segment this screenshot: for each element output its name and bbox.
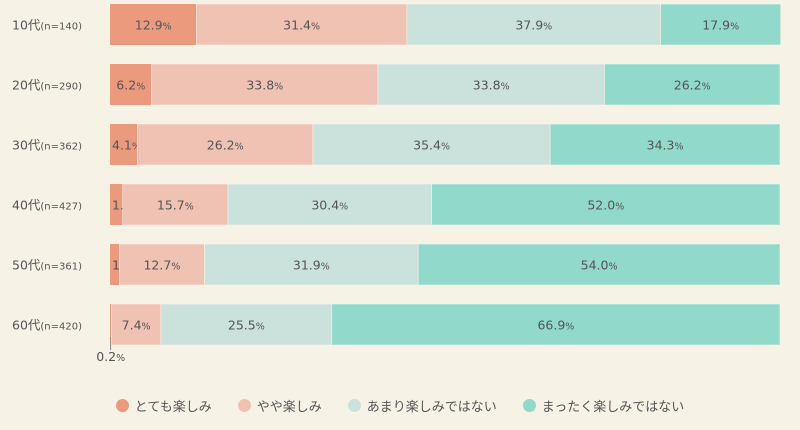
- data-label: 52.0%: [587, 198, 624, 213]
- bar-segment: [110, 64, 152, 105]
- legend-label: とても楽しみ: [134, 399, 212, 415]
- data-label: 4.1%: [112, 138, 141, 153]
- bar-segment: [227, 183, 432, 226]
- data-label: 35.4%: [413, 138, 450, 153]
- legend-swatch: [115, 398, 129, 412]
- legend-item: まったく楽しみではない: [522, 396, 685, 415]
- bar-segment: [431, 183, 781, 226]
- bar-segment: [110, 184, 123, 225]
- bar-segment: [660, 3, 781, 46]
- category-label: 60代(n=420): [12, 318, 82, 333]
- bar-segment: [406, 3, 662, 46]
- data-label: 25.5%: [228, 318, 265, 333]
- legend-label: まったく楽しみではない: [541, 399, 685, 415]
- category-label: 20代(n=290): [12, 78, 82, 93]
- category-label: 10代(n=140): [12, 18, 82, 33]
- stacked-bar-chart: 10代(n=140) 12.9% 31.4% 37.9% 17.9% 20代(n=290)…: [12, 3, 781, 364]
- bar-segment: [111, 303, 162, 346]
- data-label: 0.2%: [96, 349, 125, 364]
- bar-segment: [331, 303, 781, 346]
- data-label: 37.9%: [515, 18, 552, 33]
- legend-item: とても楽しみ: [115, 396, 212, 415]
- legend-item: あまり楽しみではない: [347, 396, 497, 415]
- legend-label: やや楽しみ: [256, 399, 322, 415]
- legend: とても楽しみ やや楽しみ あまり楽しみではない まったく楽しみではない: [0, 390, 800, 420]
- bar-segment: [122, 183, 229, 226]
- category-label: 30代(n=362): [12, 138, 82, 153]
- data-label: 12.7%: [143, 258, 180, 273]
- data-label: 66.9%: [537, 318, 574, 333]
- bar-segment: [549, 123, 781, 166]
- data-label: 6.2%: [116, 78, 145, 93]
- bar-segment: [151, 63, 379, 106]
- data-label: 26.2%: [207, 138, 244, 153]
- data-label: 30.4%: [311, 198, 348, 213]
- legend-swatch: [347, 398, 361, 412]
- bar-segment: [110, 124, 138, 165]
- data-label: 34.3%: [647, 138, 684, 153]
- bar-segment: [204, 243, 419, 286]
- bar-segment: [110, 4, 197, 45]
- data-label: 15.7%: [157, 198, 194, 213]
- data-label: 31.9%: [293, 258, 330, 273]
- legend-item: やや楽しみ: [237, 396, 322, 415]
- category-label: 40代(n=427): [12, 198, 82, 213]
- bar-segment: [110, 304, 112, 345]
- bar-segment: [160, 303, 333, 346]
- bar-segment: [417, 243, 781, 286]
- data-label: 17.9%: [702, 18, 739, 33]
- chart-container: 10代(n=140) 12.9% 31.4% 37.9% 17.9% 20代(n=290)…: [12, 3, 781, 364]
- bar-segment: [137, 123, 314, 166]
- data-label: 33.8%: [246, 78, 283, 93]
- bar-segment: [110, 244, 120, 285]
- category-label: 50代(n=361): [12, 258, 82, 273]
- bar-segment: [196, 3, 408, 46]
- data-label: 26.2%: [674, 78, 711, 93]
- legend-swatch: [522, 398, 536, 412]
- data-label: 54.0%: [581, 258, 618, 273]
- data-label: 33.8%: [473, 78, 510, 93]
- legend-swatch: [237, 398, 251, 412]
- bar-segment: [604, 63, 781, 106]
- data-label: 31.4%: [283, 18, 320, 33]
- data-label: 12.9%: [135, 18, 172, 33]
- data-label: 7.4%: [122, 318, 151, 333]
- legend-label: あまり楽しみではない: [366, 399, 497, 415]
- bar-segment: [312, 123, 551, 166]
